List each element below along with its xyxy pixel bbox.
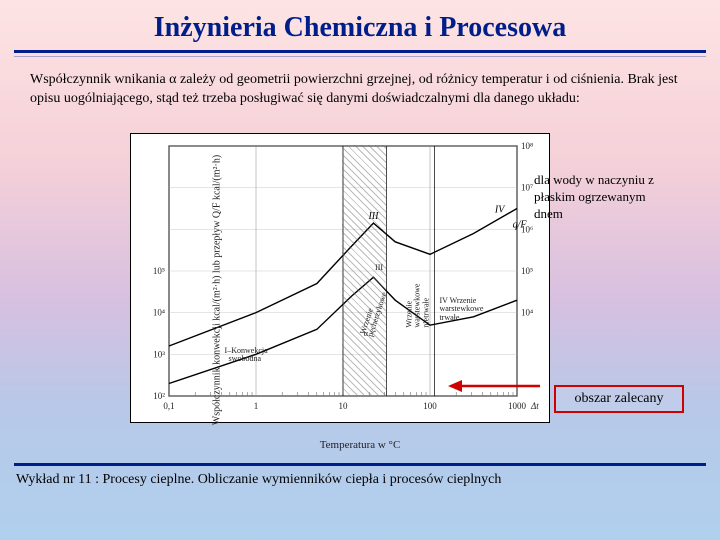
svg-text:10⁵: 10⁵ bbox=[153, 266, 165, 276]
chart-annotation: III bbox=[375, 264, 383, 272]
footer-rule bbox=[14, 463, 706, 466]
x-axis-label: Temperatura w °C bbox=[320, 439, 401, 451]
arrow-icon bbox=[440, 371, 550, 401]
svg-text:10: 10 bbox=[339, 401, 349, 411]
svg-text:100: 100 bbox=[423, 401, 437, 411]
title-rule-shadow bbox=[14, 56, 706, 57]
svg-text:Δt: Δt bbox=[530, 401, 539, 411]
svg-text:10⁸: 10⁸ bbox=[521, 141, 533, 151]
chart-container: 0,11101001000Δt10²10³10⁴10⁵10⁴10⁵10⁶10⁷1… bbox=[30, 125, 690, 455]
callout-water-vessel: dla wody w naczyniu z płaskim ogrzewanym… bbox=[526, 167, 684, 228]
chart-annotation: IV Wrzenie warstewkowe trwałe bbox=[439, 297, 483, 322]
footer-text: Wykład nr 11 : Procesy cieplne. Obliczan… bbox=[16, 472, 704, 488]
svg-text:1000: 1000 bbox=[508, 401, 527, 411]
svg-text:0,1: 0,1 bbox=[163, 401, 174, 411]
svg-text:IV: IV bbox=[494, 204, 506, 215]
svg-text:10²: 10² bbox=[153, 391, 165, 401]
page-title: Inżynieria Chemiczna i Procesowa bbox=[0, 0, 720, 50]
chart-annotation: I–Konwekcja swobodna bbox=[225, 347, 268, 364]
svg-text:1: 1 bbox=[254, 401, 259, 411]
svg-text:10⁴: 10⁴ bbox=[153, 307, 165, 317]
chart-annotation: α bbox=[364, 330, 368, 338]
title-rule bbox=[14, 50, 706, 53]
intro-text: Współczynnik wnikania α zależy od geomet… bbox=[20, 65, 700, 115]
svg-text:10⁵: 10⁵ bbox=[521, 266, 533, 276]
chart-annotation: Wrzenie warstewkowe nietrwałe bbox=[405, 283, 430, 327]
svg-text:10⁴: 10⁴ bbox=[521, 307, 533, 317]
svg-text:10³: 10³ bbox=[153, 349, 165, 359]
callout-recommended-zone: obszar zalecany bbox=[554, 385, 684, 413]
y-axis-label: Współczynnik konwekcji kcal/(m²·h) lub p… bbox=[212, 155, 223, 425]
